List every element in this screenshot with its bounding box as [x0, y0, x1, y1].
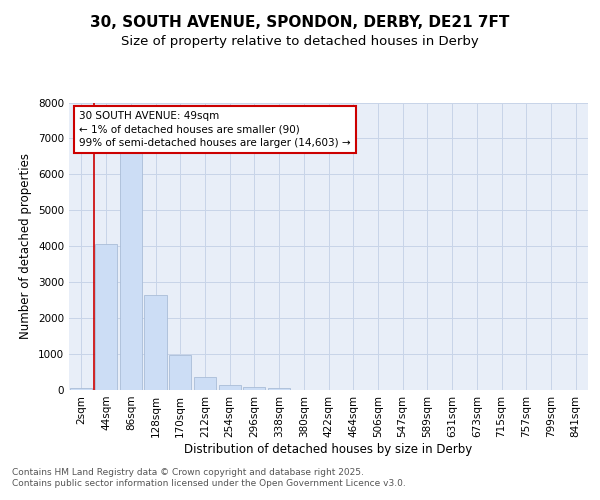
- Bar: [169, 355, 191, 390]
- Y-axis label: Number of detached properties: Number of detached properties: [19, 153, 32, 340]
- Bar: [218, 384, 241, 390]
- Text: 30, SOUTH AVENUE, SPONDON, DERBY, DE21 7FT: 30, SOUTH AVENUE, SPONDON, DERBY, DE21 7…: [91, 15, 509, 30]
- Text: Contains HM Land Registry data © Crown copyright and database right 2025.
Contai: Contains HM Land Registry data © Crown c…: [12, 468, 406, 487]
- Bar: [119, 152, 142, 390]
- Bar: [70, 388, 92, 390]
- X-axis label: Distribution of detached houses by size in Derby: Distribution of detached houses by size …: [184, 442, 473, 456]
- Bar: [95, 244, 117, 390]
- Bar: [194, 378, 216, 390]
- Text: Size of property relative to detached houses in Derby: Size of property relative to detached ho…: [121, 34, 479, 48]
- Bar: [268, 388, 290, 390]
- Bar: [145, 295, 167, 390]
- Text: 30 SOUTH AVENUE: 49sqm
← 1% of detached houses are smaller (90)
99% of semi-deta: 30 SOUTH AVENUE: 49sqm ← 1% of detached …: [79, 111, 351, 148]
- Bar: [243, 388, 265, 390]
